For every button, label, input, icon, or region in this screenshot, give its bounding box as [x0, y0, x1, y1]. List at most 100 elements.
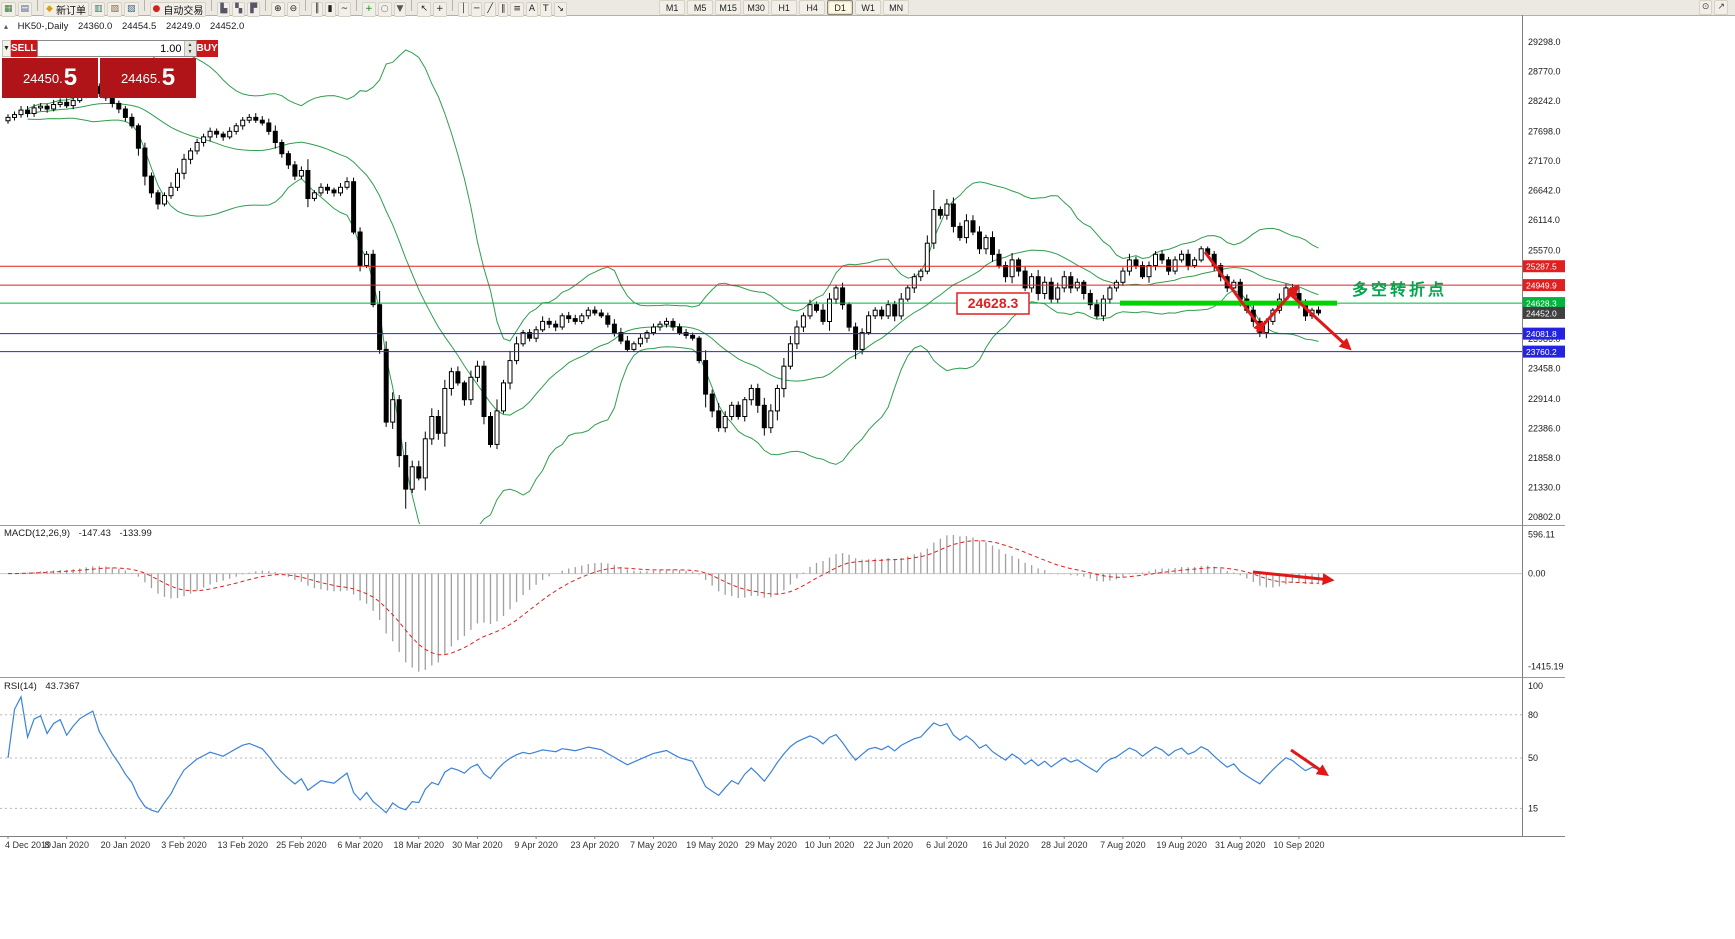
tile-windows-icon: ▙	[220, 3, 228, 14]
svg-text:多空转折点: 多空转折点	[1352, 280, 1447, 299]
sell-button[interactable]: SELL	[10, 40, 37, 57]
timeframe-d1[interactable]: D1	[827, 0, 854, 15]
periods-icon: ○	[380, 3, 389, 14]
toolbar-separator	[451, 0, 453, 11]
toolbar-separator	[411, 0, 413, 11]
svg-text:13 Feb 2020: 13 Feb 2020	[217, 840, 268, 850]
autotrading-button[interactable]: ● 自动交易	[149, 1, 207, 17]
volume-down-button[interactable]: ▼	[184, 48, 196, 56]
crosshair-icon: +	[436, 3, 444, 14]
price-chart-canvas[interactable]: 29298.0 28770.0 28242.0 27698.0 27170.0 26642…	[0, 15, 1565, 850]
cascade-windows-icon[interactable]: ▚	[232, 1, 246, 17]
periods-icon[interactable]: ○	[377, 1, 392, 17]
channel-icon[interactable]: ∥	[497, 1, 509, 17]
candlestick-chart-icon[interactable]: ▮	[324, 1, 336, 17]
vertical-line-icon[interactable]: │	[457, 1, 469, 17]
svg-text:80: 80	[1528, 710, 1538, 720]
bb-lower-line	[27, 117, 1319, 524]
horizontal-line-icon: ─	[473, 3, 480, 14]
macd-value-signal: -133.99	[119, 528, 152, 539]
autotrading-icon: ●	[152, 3, 161, 14]
svg-text:22386.0: 22386.0	[1528, 423, 1561, 433]
new-order-icon: ◆	[46, 3, 53, 14]
quick-nav-icon: ↗	[1717, 2, 1725, 12]
timeframe-mn[interactable]: MN	[883, 0, 910, 15]
toolbar-icon-group: ▦ ▤ ◆ 新订单 ▥ ▧ ▨ ● 自动交易 ▙ ▚ ▛ ⊕ ⊖ ║ ▮ ~ + ○ ▼ ↖ + │ ─ ╱ ∥ ≡ A T ↘	[0, 0, 568, 17]
sell-price-button[interactable]: 24450. 5	[2, 58, 98, 98]
svg-text:30 Mar 2020: 30 Mar 2020	[452, 840, 503, 850]
templates-icon[interactable]: ▼	[393, 1, 407, 17]
bb-upper-line	[27, 48, 1319, 342]
line-chart-icon[interactable]: ~	[337, 1, 352, 17]
timeframe-m30[interactable]: M30	[743, 0, 770, 15]
channel-icon: ∥	[500, 3, 506, 14]
search-icon[interactable]: ⊙	[1698, 0, 1713, 15]
horizontal-lines	[0, 265, 1522, 353]
terminal-icon[interactable]: ▨	[123, 1, 139, 17]
svg-text:21858.0: 21858.0	[1528, 453, 1561, 463]
zoom-in-icon[interactable]: ⊕	[271, 1, 285, 17]
svg-text:31 Aug 2020: 31 Aug 2020	[1215, 840, 1266, 850]
timeframe-h1[interactable]: H1	[771, 0, 798, 15]
trendline-icon: ╱	[487, 3, 493, 14]
text-icon[interactable]: A	[525, 1, 539, 17]
panel-separators	[0, 15, 1565, 837]
collapse-panel-icon[interactable]: ▼	[2, 40, 11, 57]
new-order-button-label: 新订单	[55, 5, 86, 17]
timeframe-m5[interactable]: M5	[687, 0, 714, 15]
svg-text:27170.0: 27170.0	[1528, 156, 1561, 166]
price-axis[interactable]: 29298.0 28770.0 28242.0 27698.0 27170.0 26642…	[1523, 37, 1565, 522]
quick-nav-icon[interactable]: ↗	[1714, 0, 1728, 15]
timeframe-m1[interactable]: M1	[659, 0, 686, 15]
market-watch-icon[interactable]: ▥	[90, 1, 106, 17]
new-chart-icon[interactable]: ▦	[1, 1, 16, 17]
svg-text:50: 50	[1528, 753, 1538, 763]
timeframe-w1[interactable]: W1	[855, 0, 882, 15]
cursor-icon[interactable]: ↖	[417, 1, 432, 17]
svg-text:27698.0: 27698.0	[1528, 126, 1561, 136]
svg-text:29 May 2020: 29 May 2020	[745, 840, 797, 850]
svg-text:20802.0: 20802.0	[1528, 512, 1561, 522]
timeframe-h4[interactable]: H4	[799, 0, 826, 15]
new-order-button[interactable]: ◆ 新订单	[43, 1, 89, 17]
navigator-icon[interactable]: ▧	[107, 1, 122, 17]
volume-up-button[interactable]: ▲	[184, 41, 196, 49]
svg-text:25570.0: 25570.0	[1528, 245, 1561, 255]
svg-text:28242.0: 28242.0	[1528, 96, 1561, 106]
svg-text:21330.0: 21330.0	[1528, 482, 1561, 492]
add-indicator-icon[interactable]: +	[362, 1, 376, 17]
ohlc-close: 24452.0	[209, 21, 245, 32]
buy-price-button[interactable]: 24465. 5	[100, 58, 196, 98]
rsi-title: RSI(14)	[4, 681, 37, 692]
svg-text:596.11: 596.11	[1528, 530, 1555, 540]
crosshair-icon[interactable]: +	[433, 1, 447, 17]
arrows-tool-icon[interactable]: ↘	[553, 1, 568, 17]
cascade-windows-icon: ▚	[235, 3, 243, 14]
arrange-icons-icon[interactable]: ▛	[247, 1, 261, 17]
svg-text:29298.0: 29298.0	[1528, 37, 1561, 47]
label-icon[interactable]: T	[540, 1, 552, 17]
fibonacci-icon[interactable]: ≡	[510, 1, 524, 17]
sell-price-pip: 5	[63, 64, 78, 91]
zoom-out-icon[interactable]: ⊖	[286, 1, 301, 17]
fibonacci-icon: ≡	[513, 3, 521, 14]
one-click-trading-panel: ▼ SELL ▲ ▼ BUY 24450. 5 24465. 5	[2, 40, 218, 98]
chart-profiles-icon[interactable]: ▤	[17, 1, 33, 17]
macd-title: MACD(12,26,9)	[4, 528, 70, 539]
toolbar-separator	[265, 0, 267, 11]
tile-windows-icon[interactable]: ▙	[217, 1, 231, 17]
trendline-icon[interactable]: ╱	[484, 1, 496, 17]
timeframe-m15[interactable]: M15	[715, 0, 742, 15]
svg-text:4 Dec 2019: 4 Dec 2019	[5, 840, 51, 850]
rsi-value: 43.7367	[45, 681, 80, 692]
svg-text:24081.8: 24081.8	[1526, 329, 1557, 339]
buy-button[interactable]: BUY	[196, 40, 218, 57]
chart-profiles-icon: ▤	[20, 3, 30, 14]
volume-input[interactable]	[37, 41, 184, 56]
bar-chart-icon[interactable]: ║	[311, 1, 323, 17]
text-icon: A	[528, 3, 536, 14]
horizontal-line-icon[interactable]: ─	[470, 1, 483, 17]
svg-text:7 May 2020: 7 May 2020	[630, 840, 677, 850]
zoom-out-icon: ⊖	[289, 3, 298, 14]
